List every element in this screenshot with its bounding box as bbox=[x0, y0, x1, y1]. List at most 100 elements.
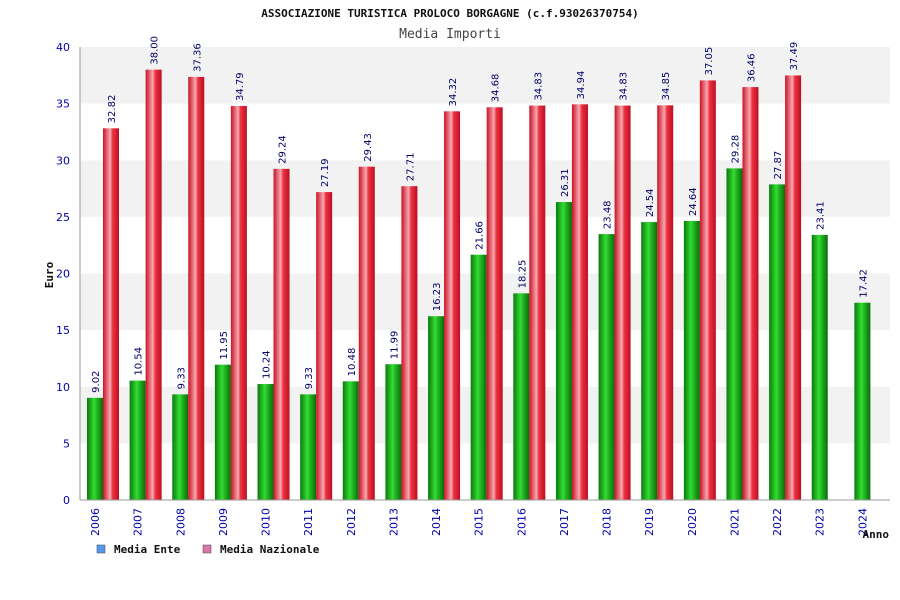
value-label: 34.79 bbox=[235, 72, 246, 101]
y-tick-label: 0 bbox=[63, 494, 70, 507]
bar-nazionale-2010 bbox=[273, 168, 290, 500]
value-label: 9.02 bbox=[91, 371, 102, 393]
value-label: 29.28 bbox=[730, 135, 741, 164]
x-tick-label: 2008 bbox=[174, 508, 187, 536]
x-tick-label: 2015 bbox=[473, 508, 486, 536]
bar-nazionale-2013 bbox=[401, 186, 418, 500]
x-tick-label: 2023 bbox=[814, 508, 827, 536]
bar-nazionale-2011 bbox=[316, 192, 333, 501]
chart-subtitle: Media Importi bbox=[399, 27, 501, 42]
bar-ente-2023 bbox=[811, 234, 828, 500]
value-label: 34.94 bbox=[576, 71, 587, 100]
x-tick-label: 2016 bbox=[515, 508, 528, 536]
bar-ente-2006 bbox=[87, 397, 103, 500]
value-label: 21.66 bbox=[475, 221, 486, 250]
bar-ente-2018 bbox=[598, 234, 615, 501]
value-label: 27.71 bbox=[405, 153, 416, 182]
bar-nazionale-2019 bbox=[657, 105, 674, 500]
bar-ente-2015 bbox=[470, 254, 487, 500]
value-label: 17.42 bbox=[858, 269, 869, 298]
value-label: 16.23 bbox=[432, 283, 443, 312]
y-tick-label: 10 bbox=[56, 381, 70, 394]
bar-nazionale-2014 bbox=[444, 111, 461, 501]
x-axis-ticks: 2006 2007 2008 2009 2010 2011 2012 2013 2014 2015… bbox=[89, 508, 869, 536]
value-label: 27.87 bbox=[773, 151, 784, 180]
value-label: 37.36 bbox=[192, 43, 203, 72]
y-tick-label: 30 bbox=[56, 154, 70, 167]
bar-nazionale-2017 bbox=[571, 104, 588, 500]
bar-nazionale-2018 bbox=[614, 105, 631, 501]
bar-ente-2014 bbox=[428, 316, 445, 500]
value-label: 27.19 bbox=[320, 158, 331, 187]
value-label: 34.68 bbox=[491, 74, 502, 103]
value-label: 24.54 bbox=[645, 188, 656, 217]
value-label: 34.85 bbox=[661, 72, 672, 101]
x-tick-label: 2018 bbox=[601, 508, 614, 536]
y-tick-label: 15 bbox=[56, 324, 70, 337]
bar-ente-2007 bbox=[129, 380, 146, 500]
legend-swatch-ente bbox=[96, 544, 106, 554]
value-label: 38.00 bbox=[150, 36, 161, 65]
x-tick-label: 2019 bbox=[643, 508, 656, 536]
value-label: 34.83 bbox=[619, 72, 630, 101]
value-label: 11.99 bbox=[389, 331, 400, 360]
value-label: 18.25 bbox=[517, 260, 528, 289]
bar-ente-2020 bbox=[683, 220, 700, 500]
bar-ente-2010 bbox=[257, 384, 274, 500]
bar-nazionale-2016 bbox=[529, 105, 546, 501]
value-label: 23.48 bbox=[603, 200, 614, 229]
bar-nazionale-2020 bbox=[699, 80, 716, 500]
value-label: 11.95 bbox=[219, 331, 230, 360]
x-tick-label: 2007 bbox=[132, 508, 145, 536]
bar-ente-2012 bbox=[342, 381, 359, 500]
bar-ente-2021 bbox=[726, 168, 743, 501]
x-tick-label: 2010 bbox=[260, 508, 273, 536]
bar-ente-2009 bbox=[214, 364, 231, 500]
value-label: 37.49 bbox=[789, 42, 800, 71]
bar-nazionale-2007 bbox=[145, 69, 162, 501]
legend-label-ente: Media Ente bbox=[114, 543, 181, 556]
bar-nazionale-2009 bbox=[230, 106, 247, 501]
bar-nazionale-2022 bbox=[785, 75, 802, 500]
x-tick-label: 2020 bbox=[686, 508, 699, 536]
bar-nazionale-2015 bbox=[486, 107, 503, 501]
value-label: 9.33 bbox=[176, 367, 187, 389]
bar-ente-2008 bbox=[172, 394, 189, 500]
y-tick-label: 25 bbox=[56, 211, 70, 224]
bar-ente-2016 bbox=[513, 293, 530, 500]
value-label: 34.83 bbox=[533, 72, 544, 101]
value-label: 10.24 bbox=[262, 350, 273, 379]
x-tick-label: 2017 bbox=[558, 508, 571, 536]
value-label: 37.05 bbox=[704, 47, 715, 76]
bar-ente-2024 bbox=[854, 302, 871, 500]
value-label: 10.54 bbox=[134, 347, 145, 376]
bar-nazionale-2006 bbox=[103, 128, 119, 500]
x-axis-label: Anno bbox=[863, 528, 890, 541]
bar-nazionale-2008 bbox=[188, 76, 205, 500]
chart-title: ASSOCIAZIONE TURISTICA PROLOCO BORGAGNE … bbox=[261, 7, 639, 20]
y-tick-label: 40 bbox=[56, 41, 70, 54]
x-tick-label: 2006 bbox=[89, 508, 102, 536]
legend-swatch-nazionale bbox=[202, 544, 212, 554]
bar-nazionale-2021 bbox=[742, 87, 759, 500]
x-tick-label: 2013 bbox=[387, 508, 400, 536]
x-tick-label: 2011 bbox=[302, 508, 315, 536]
bar-ente-2013 bbox=[385, 364, 402, 500]
bar-ente-2022 bbox=[769, 184, 786, 500]
value-label: 26.31 bbox=[560, 168, 571, 197]
value-label: 32.82 bbox=[107, 95, 118, 124]
value-label: 9.33 bbox=[304, 367, 315, 389]
y-tick-label: 20 bbox=[56, 268, 70, 281]
value-labels: 9.02 32.82 10.54 38.00 9.33 37.36 11.95 34.79 10… bbox=[91, 36, 869, 393]
value-label: 34.32 bbox=[448, 78, 459, 107]
x-tick-label: 2012 bbox=[345, 508, 358, 536]
value-label: 36.46 bbox=[746, 53, 757, 82]
legend-label-nazionale: Media Nazionale bbox=[220, 543, 320, 556]
y-axis-ticks: 0 5 10 15 20 25 30 35 40 bbox=[56, 41, 70, 507]
bar-nazionale-2012 bbox=[358, 166, 375, 500]
x-tick-label: 2014 bbox=[430, 508, 443, 536]
bars bbox=[87, 69, 871, 501]
y-tick-label: 5 bbox=[63, 437, 70, 450]
value-label: 23.41 bbox=[816, 201, 827, 230]
